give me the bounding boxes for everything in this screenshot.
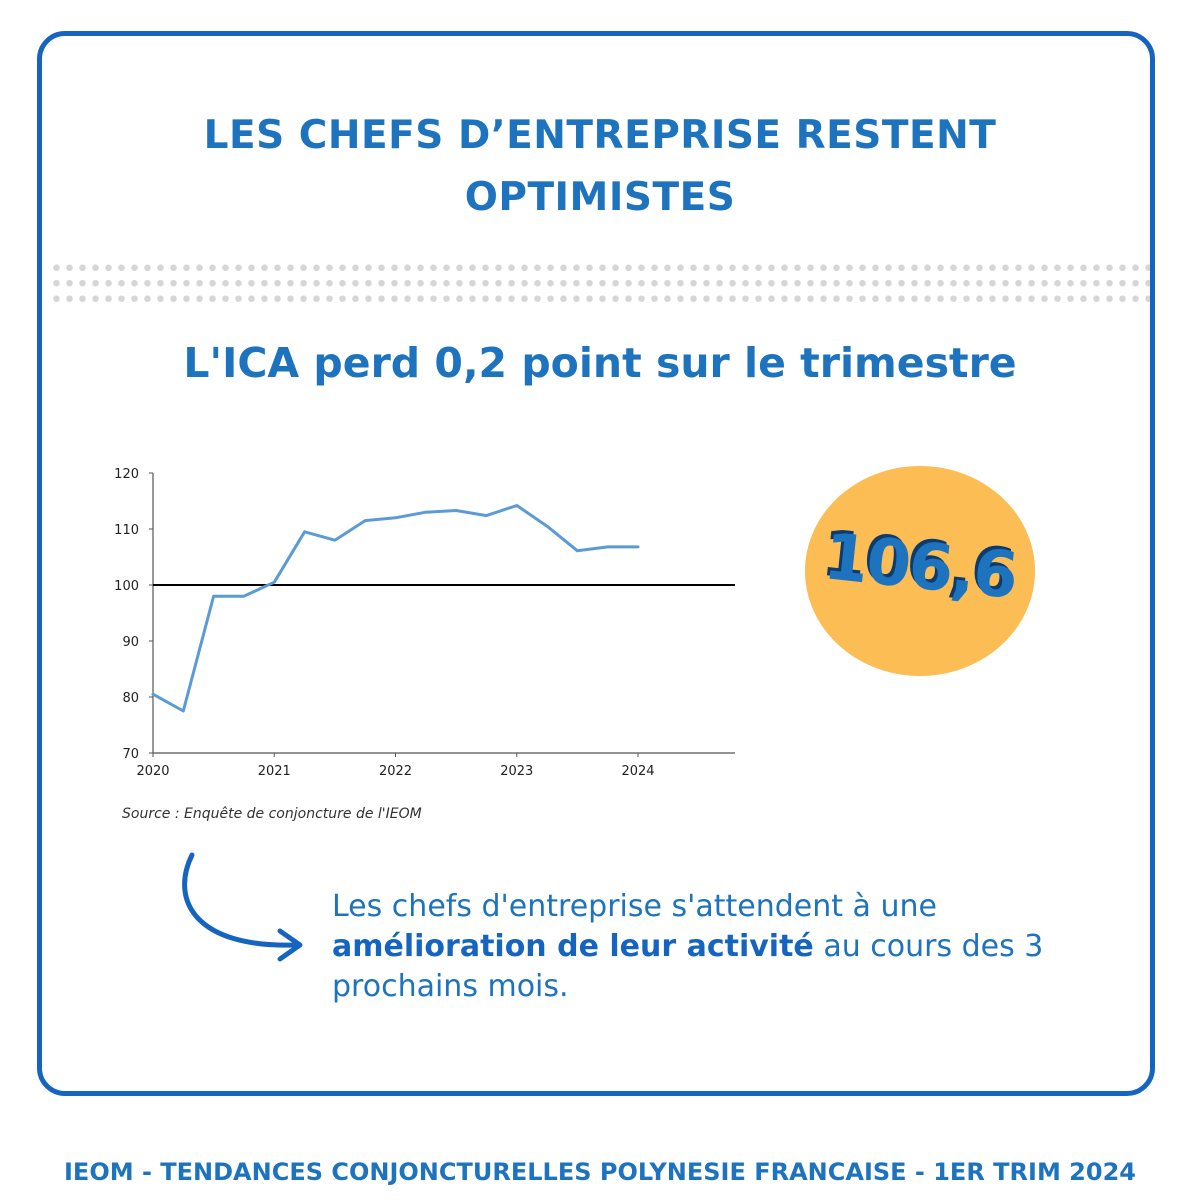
x-tick-label: 2021	[258, 764, 291, 779]
dotted-divider	[50, 260, 1150, 306]
footer-caption: IEOM - TENDANCES CONJONCTURELLES POLYNES…	[64, 1158, 1136, 1186]
title-line-2: OPTIMISTES	[464, 175, 736, 220]
curved-arrow-icon	[182, 852, 303, 962]
x-tick-label: 2023	[500, 764, 533, 779]
y-tick-label: 80	[122, 691, 139, 706]
chart-source: Source : Enquête de conjoncture de l'IEO…	[122, 806, 422, 822]
note-highlight: amélioration de leur activité	[332, 929, 814, 964]
page-title: LES CHEFS D’ENTREPRISE RESTENT OPTIMISTE…	[100, 105, 1100, 229]
y-tick-label: 100	[114, 579, 139, 594]
ica-series-line	[151, 504, 640, 713]
chart-headline: L'ICA perd 0,2 point sur le trimestre	[183, 339, 1017, 387]
x-tick-label: 2024	[621, 764, 654, 779]
note-text-2: au cours des 3 prochains mois.	[332, 929, 1044, 1004]
value-badge	[805, 466, 1035, 676]
outlook-note: Les chefs d'entreprise s'attendent à une…	[332, 887, 1092, 1007]
ica-line-chart: 70 80 90 100 110 120 2020 2021 2022 2023 2024	[114, 467, 735, 779]
title-line-1: LES CHEFS D’ENTREPRISE RESTENT	[203, 113, 997, 158]
note-text-1: Les chefs d'entreprise s'attendent à une	[332, 889, 937, 924]
y-tick-label: 120	[114, 467, 139, 482]
card-frame	[37, 31, 1155, 1096]
y-tick-label: 110	[114, 523, 139, 538]
y-tick-label: 70	[122, 747, 139, 762]
y-tick-label: 90	[122, 635, 139, 650]
x-tick-label: 2022	[379, 764, 412, 779]
x-tick-label: 2020	[136, 764, 169, 779]
